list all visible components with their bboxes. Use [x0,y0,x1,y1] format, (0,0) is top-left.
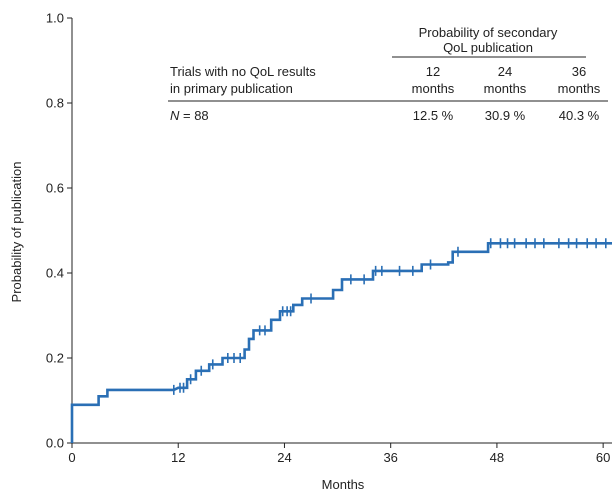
n-value: = 88 [179,108,208,123]
ticks [67,17,604,448]
value-24-months: 30.9 % [485,108,526,123]
table-row-label-line1: Trials with no QoL results [170,64,316,79]
col-36-unit: months [558,81,601,96]
x-tick-label: 0 [68,450,75,465]
y-tick-label: 0.6 [46,181,64,196]
x-tick-label: 60 [596,450,610,465]
x-axis-title: Months [322,477,365,492]
y-tick-label: 0.4 [46,266,64,281]
x-tick-label: 24 [277,450,291,465]
col-12-number: 12 [426,64,440,79]
value-12-months: 12.5 % [413,108,454,123]
km-survival-line [70,242,612,443]
y-tick-label: 0.8 [46,96,64,111]
y-tick-label: 0.2 [46,351,64,366]
x-tick-label: 48 [490,450,504,465]
axes [71,18,612,444]
col-36-number: 36 [572,64,586,79]
table-row-label-line2: in primary publication [170,81,293,96]
y-axis-title: Probability of publication [9,162,24,303]
n-count: N = 88 [170,108,209,123]
x-tick-label: 36 [383,450,397,465]
n-label: N [170,108,180,123]
censor-marks [173,238,607,395]
table-header-line2: QoL publication [443,40,533,55]
value-36-months: 40.3 % [559,108,600,123]
annotation-table: Probability of secondary QoL publication… [168,25,608,123]
y-tick-label: 0.0 [46,436,64,451]
plot-area [70,238,612,443]
table-header-line1: Probability of secondary [419,25,558,40]
tick-labels: 0 12 24 36 48 60 0.0 0.2 0.4 0.6 0.8 1.0 [46,11,610,466]
x-tick-label: 12 [171,450,185,465]
y-tick-label: 1.0 [46,11,64,26]
col-24-unit: months [484,81,527,96]
col-24-number: 24 [498,64,512,79]
col-12-unit: months [412,81,455,96]
